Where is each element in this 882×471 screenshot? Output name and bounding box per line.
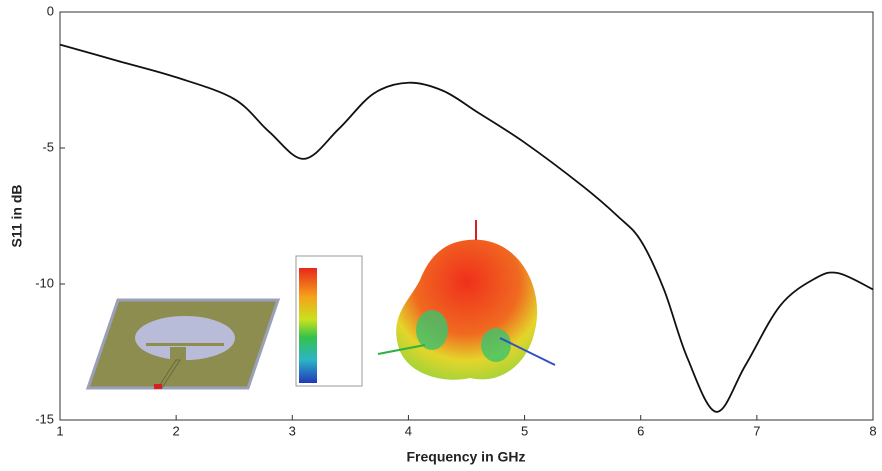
x-tick-label: 2 xyxy=(173,423,180,438)
y-tick-label: -10 xyxy=(35,275,54,290)
x-tick-label: 1 xyxy=(56,423,63,438)
x-tick-label: 5 xyxy=(521,423,528,438)
x-axis-label: Frequency in GHz xyxy=(406,449,525,465)
y-axis-label: S11 in dB xyxy=(9,184,25,247)
x-tick-label: 3 xyxy=(289,423,296,438)
y-tick-label: 0 xyxy=(47,3,54,18)
x-tick-label: 6 xyxy=(637,423,644,438)
page: {"chart_data": {"type": "line", "x_label… xyxy=(0,0,882,471)
x-tick-label: 8 xyxy=(869,423,876,438)
chart: Frequency in GHz S11 in dB 1 2 3 4 5 6 7 8 0 -5 -1… xyxy=(0,0,882,471)
x-tick-label: 7 xyxy=(753,423,760,438)
y-tick-label: -5 xyxy=(42,139,54,154)
x-tick-label: 4 xyxy=(405,423,412,438)
colorbar-inset xyxy=(296,256,362,386)
y-tick-label: -15 xyxy=(35,411,54,426)
antenna-inset xyxy=(88,300,278,389)
